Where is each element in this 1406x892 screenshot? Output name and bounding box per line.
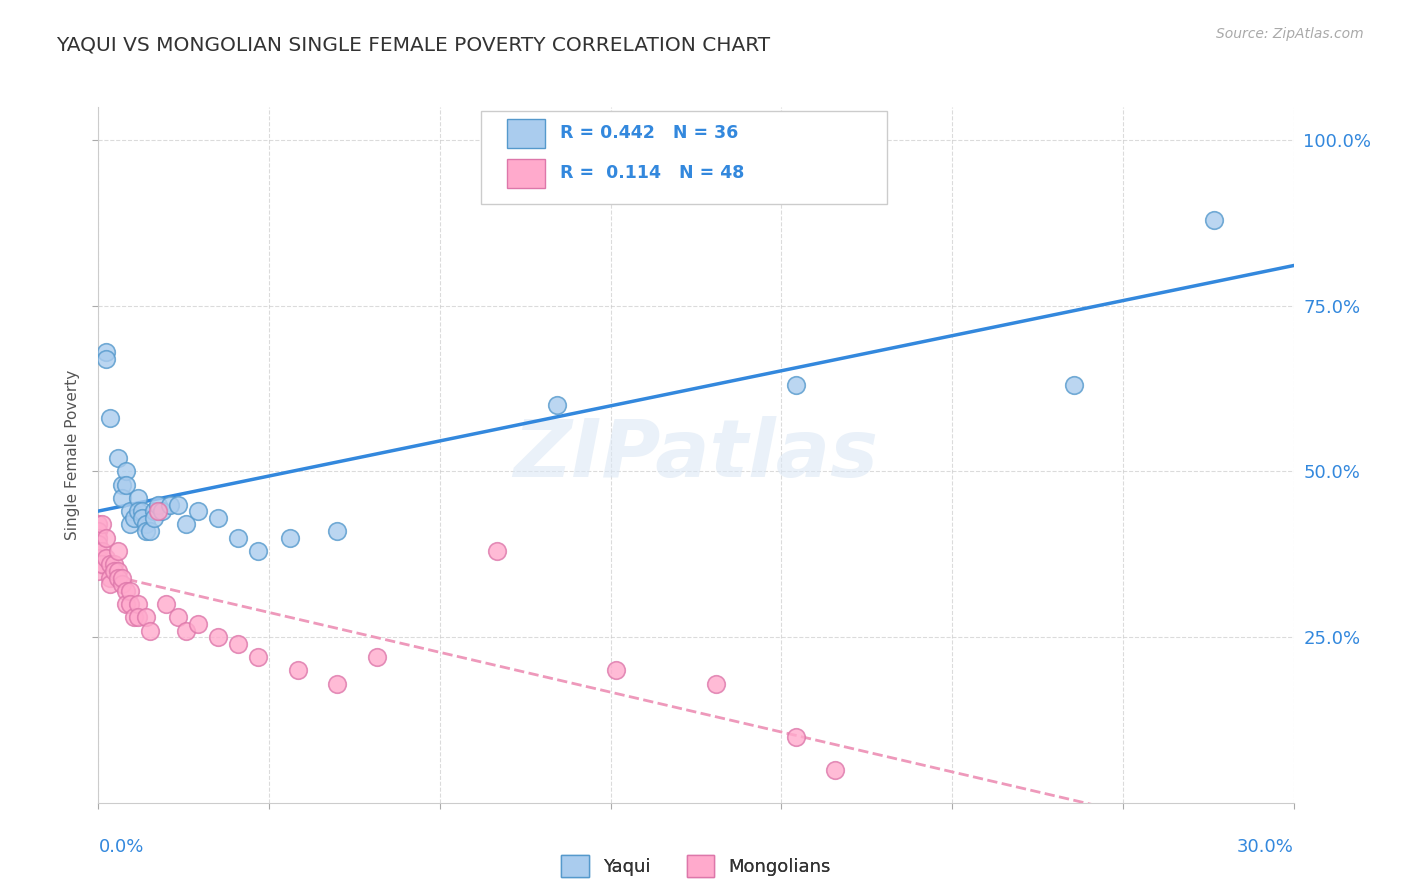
Point	[115, 477, 138, 491]
Point	[326, 676, 349, 690]
Point	[174, 624, 197, 638]
Point	[485, 544, 508, 558]
Point	[226, 531, 249, 545]
Point	[139, 624, 162, 638]
Point	[120, 583, 142, 598]
Point	[605, 663, 627, 677]
Point	[100, 577, 122, 591]
Text: 0.0%: 0.0%	[98, 838, 143, 856]
Point	[143, 504, 166, 518]
FancyBboxPatch shape	[481, 111, 887, 204]
Point	[127, 491, 149, 505]
Point	[100, 558, 122, 572]
Point	[115, 583, 138, 598]
Point	[111, 570, 134, 584]
Point	[246, 544, 269, 558]
Point	[111, 491, 134, 505]
Point	[143, 511, 166, 525]
Text: Source: ZipAtlas.com: Source: ZipAtlas.com	[1216, 27, 1364, 41]
Point	[96, 345, 118, 359]
FancyBboxPatch shape	[508, 159, 546, 188]
Point	[91, 517, 114, 532]
Point	[824, 763, 846, 777]
Point	[103, 564, 125, 578]
Point	[167, 498, 190, 512]
Point	[107, 564, 129, 578]
Text: YAQUI VS MONGOLIAN SINGLE FEMALE POVERTY CORRELATION CHART: YAQUI VS MONGOLIAN SINGLE FEMALE POVERTY…	[56, 36, 770, 54]
Point	[127, 597, 149, 611]
Point	[704, 676, 727, 690]
Point	[127, 610, 149, 624]
Point	[1063, 378, 1085, 392]
Point	[785, 730, 807, 744]
Point	[87, 517, 110, 532]
Point	[120, 517, 142, 532]
Point	[87, 564, 110, 578]
Point	[87, 544, 110, 558]
Point	[131, 504, 153, 518]
Point	[246, 650, 269, 665]
Point	[226, 637, 249, 651]
Point	[148, 504, 170, 518]
Point	[155, 597, 177, 611]
Point	[107, 570, 129, 584]
Point	[87, 537, 110, 551]
Point	[546, 398, 568, 412]
Point	[207, 630, 229, 644]
Text: R =  0.114   N = 48: R = 0.114 N = 48	[560, 164, 744, 182]
Point	[96, 351, 118, 366]
Point	[107, 451, 129, 466]
Point	[278, 531, 301, 545]
Point	[167, 610, 190, 624]
FancyBboxPatch shape	[508, 119, 546, 148]
Point	[87, 531, 110, 545]
Point	[115, 465, 138, 479]
Point	[187, 504, 209, 518]
Point	[91, 544, 114, 558]
Point	[100, 411, 122, 425]
Point	[120, 597, 142, 611]
Point	[96, 550, 118, 565]
Point	[1202, 212, 1225, 227]
Text: 30.0%: 30.0%	[1237, 838, 1294, 856]
Point	[159, 498, 181, 512]
Legend: Yaqui, Mongolians: Yaqui, Mongolians	[554, 847, 838, 884]
Y-axis label: Single Female Poverty: Single Female Poverty	[65, 370, 80, 540]
Point	[87, 524, 110, 538]
Point	[87, 558, 110, 572]
Point	[148, 498, 170, 512]
Point	[87, 550, 110, 565]
Point	[111, 577, 134, 591]
Point	[131, 511, 153, 525]
Point	[135, 610, 157, 624]
Point	[139, 524, 162, 538]
Text: R = 0.442   N = 36: R = 0.442 N = 36	[560, 124, 738, 142]
Point	[174, 517, 197, 532]
Point	[115, 597, 138, 611]
Point	[187, 616, 209, 631]
Point	[124, 511, 146, 525]
Point	[287, 663, 309, 677]
Point	[150, 504, 173, 518]
Point	[1402, 179, 1406, 194]
Point	[135, 524, 157, 538]
Text: ZIPatlas: ZIPatlas	[513, 416, 879, 494]
Point	[127, 504, 149, 518]
Point	[91, 558, 114, 572]
Point	[135, 517, 157, 532]
Point	[366, 650, 388, 665]
Point	[100, 570, 122, 584]
Point	[326, 524, 349, 538]
Point	[111, 477, 134, 491]
Point	[120, 504, 142, 518]
Point	[207, 511, 229, 525]
Point	[124, 610, 146, 624]
Point	[785, 378, 807, 392]
Point	[107, 544, 129, 558]
Point	[96, 531, 118, 545]
Point	[103, 558, 125, 572]
